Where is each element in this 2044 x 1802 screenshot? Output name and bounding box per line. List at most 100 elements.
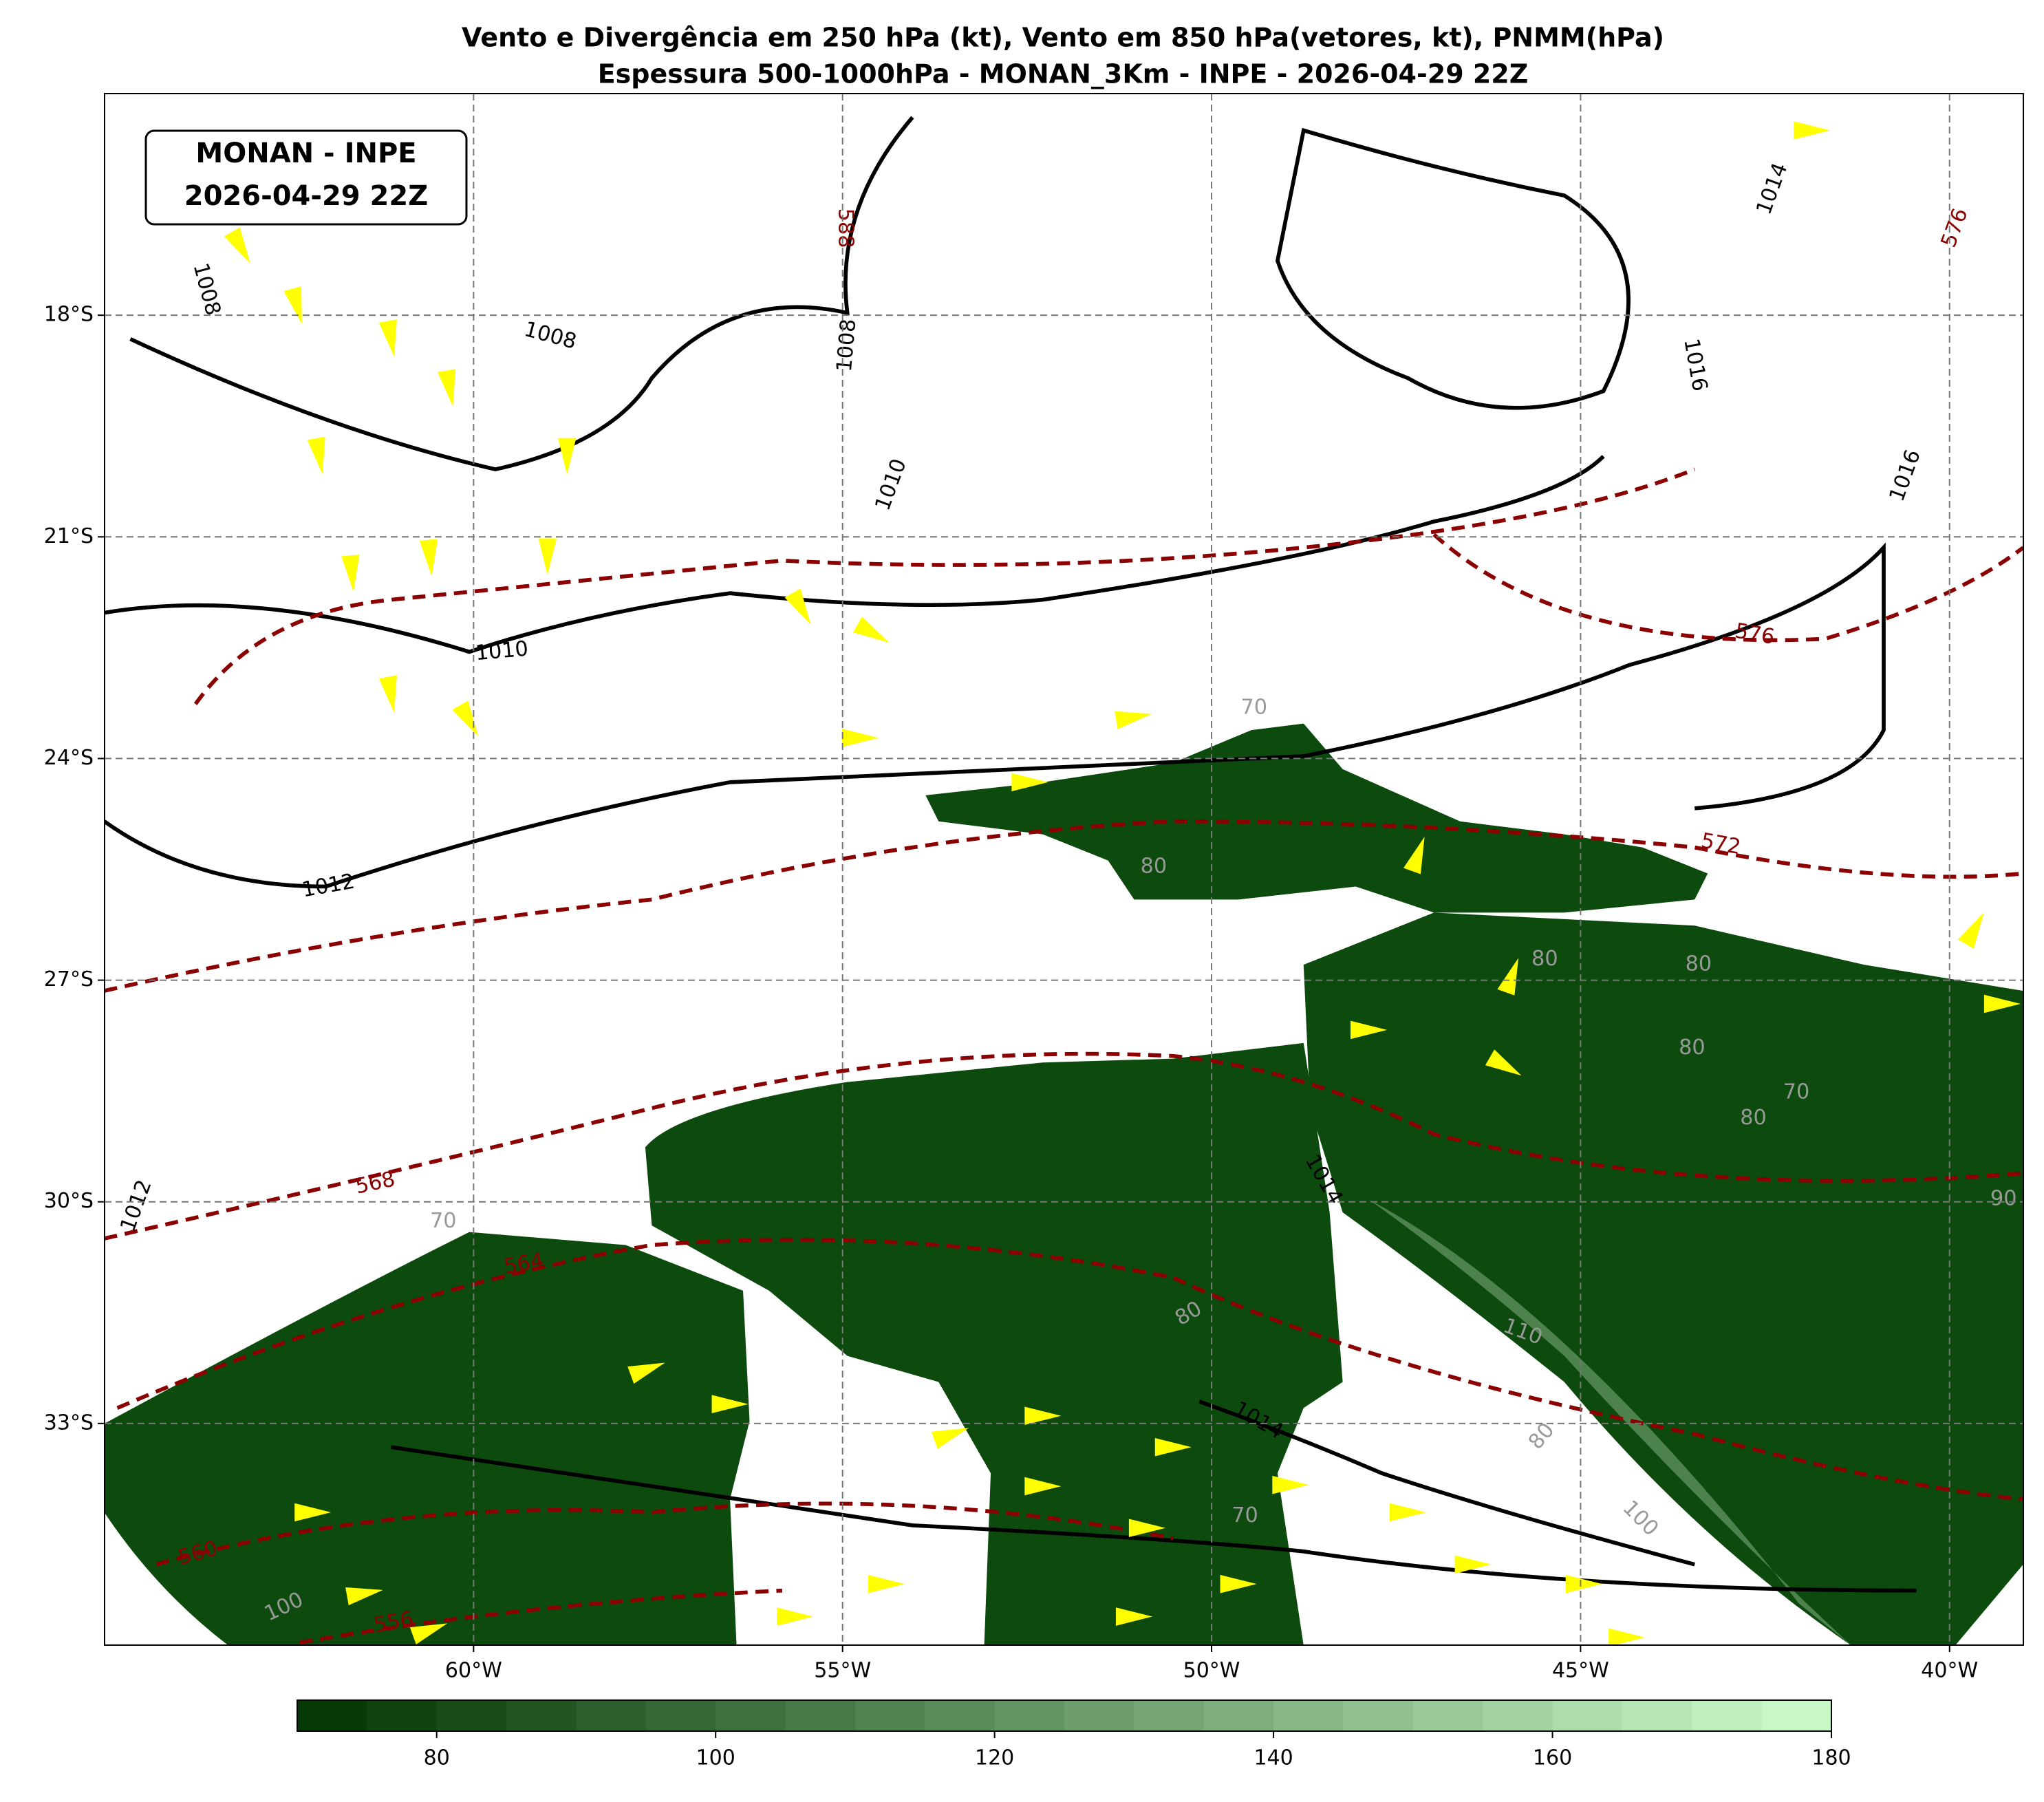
colorbar-segment bbox=[367, 1700, 438, 1731]
wind-vector bbox=[784, 588, 811, 625]
wind-vector bbox=[1389, 1503, 1426, 1522]
wind-contour-label: 70 bbox=[1241, 695, 1268, 719]
wind-contour-label: 80 bbox=[1141, 855, 1168, 879]
wind-vector bbox=[1957, 912, 1984, 949]
wind-core bbox=[1368, 1199, 1851, 1645]
wind-vector bbox=[378, 319, 397, 357]
colorbar-segment bbox=[1412, 1700, 1483, 1731]
pressure-contours bbox=[105, 116, 1917, 1593]
colorbar-segment bbox=[506, 1700, 577, 1731]
colorbar-segment bbox=[716, 1700, 786, 1731]
colorbar-segment bbox=[1273, 1700, 1344, 1731]
thickness-contour-label: 576 bbox=[1733, 619, 1776, 650]
colorbar-segment bbox=[297, 1700, 367, 1731]
colorbar-segment bbox=[1343, 1700, 1414, 1731]
wind-vector bbox=[378, 675, 397, 714]
wind-vector bbox=[868, 1574, 905, 1594]
wind-vector bbox=[307, 436, 325, 475]
legend-box bbox=[144, 129, 468, 226]
colorbar-segment bbox=[1761, 1700, 1832, 1731]
colorbar-segment bbox=[1483, 1700, 1553, 1731]
map-frame bbox=[104, 93, 2024, 1646]
x-tick-label: 50°W bbox=[1183, 1659, 1240, 1683]
legend-line-2: 2026-04-29 22Z bbox=[184, 180, 428, 212]
wind-vector bbox=[224, 227, 250, 264]
y-tick-label: 18°S bbox=[44, 303, 94, 327]
legend-line-1: MONAN - INPE bbox=[195, 138, 416, 169]
x-tick-label: 55°W bbox=[814, 1659, 871, 1683]
wind-shading bbox=[105, 1232, 750, 1645]
thickness-contour-label: 576 bbox=[1937, 205, 1973, 250]
pressure-contour-label: 1012 bbox=[300, 870, 356, 903]
wind-vector bbox=[452, 700, 479, 737]
wind-vector bbox=[345, 1587, 383, 1606]
wind-vector bbox=[1403, 837, 1425, 875]
colorbar-segment bbox=[854, 1700, 925, 1731]
colorbar-segment bbox=[1552, 1700, 1623, 1731]
wind-vector bbox=[931, 1428, 969, 1449]
wind-contour-label: 80 bbox=[1679, 1036, 1706, 1060]
y-tick-label: 21°S bbox=[44, 524, 94, 548]
wind-vector bbox=[538, 538, 557, 575]
colorbar-segment bbox=[925, 1700, 996, 1731]
wind-vector bbox=[1351, 1020, 1388, 1040]
pressure-contour-label: 1010 bbox=[474, 637, 529, 666]
thickness-contour-label: 568 bbox=[354, 1167, 398, 1199]
wind-vector bbox=[438, 369, 456, 407]
wind-vector bbox=[1024, 1477, 1062, 1496]
wind-vector bbox=[1220, 1574, 1257, 1594]
thickness-contour-label: 572 bbox=[1699, 829, 1743, 860]
wind-vector bbox=[1794, 121, 1831, 140]
wind-vector bbox=[1024, 1406, 1062, 1426]
pressure-contour-label: 1010 bbox=[870, 455, 911, 513]
colorbar-tick-label: 100 bbox=[696, 1746, 735, 1770]
thickness-contour-label: 588 bbox=[833, 208, 857, 248]
wind-contour-label: 100 bbox=[1618, 1496, 1664, 1541]
y-tick-label: 30°S bbox=[44, 1189, 94, 1213]
y-tick-label: 27°S bbox=[44, 967, 94, 991]
colorbar-segment bbox=[994, 1700, 1065, 1731]
pressure-contour-label: 1016 bbox=[1885, 447, 1926, 504]
wind-vector bbox=[1983, 994, 2021, 1013]
pressure-contour-label: 1008 bbox=[188, 261, 225, 319]
colorbar-segment bbox=[1064, 1700, 1134, 1731]
wind-vector bbox=[557, 438, 577, 475]
x-tick-label: 45°W bbox=[1552, 1659, 1609, 1683]
colorbar-segment bbox=[1692, 1700, 1763, 1731]
wind-vector bbox=[1011, 773, 1048, 792]
wind-vector bbox=[1128, 1519, 1165, 1537]
wind-vector bbox=[294, 1503, 332, 1522]
wind-vector bbox=[1115, 711, 1152, 729]
y-tick-label: 33°S bbox=[44, 1411, 94, 1435]
colorbar-segment bbox=[645, 1700, 716, 1731]
wind-vector bbox=[1454, 1555, 1492, 1574]
wind-vector bbox=[777, 1607, 814, 1626]
wind-vector bbox=[341, 555, 360, 592]
y-tick-label: 24°S bbox=[44, 746, 94, 770]
colorbar-tick-label: 120 bbox=[975, 1746, 1014, 1770]
wind-vector bbox=[1115, 1607, 1153, 1626]
colorbar-segment bbox=[576, 1700, 647, 1731]
wind-contour-label: 70 bbox=[1231, 1503, 1258, 1527]
colorbar-segment bbox=[1134, 1700, 1205, 1731]
wind-shading bbox=[1303, 912, 2023, 1645]
colorbar-frame bbox=[297, 1699, 1832, 1732]
wind-vector bbox=[1272, 1475, 1309, 1494]
wind-contour-label: 70 bbox=[430, 1209, 457, 1233]
wind-shading bbox=[925, 723, 1708, 913]
pressure-contour-label: 1008 bbox=[832, 318, 861, 373]
pressure-contour-label: 1016 bbox=[1679, 336, 1712, 393]
wind-vector bbox=[409, 1623, 448, 1645]
colorbar-tick-label: 80 bbox=[424, 1746, 450, 1770]
wind-vector bbox=[852, 616, 890, 643]
wind-contour-label: 80 bbox=[1531, 947, 1558, 971]
x-tick-label: 60°W bbox=[445, 1659, 502, 1683]
wind-contour-label: 80 bbox=[1686, 952, 1712, 976]
x-tick-label: 40°W bbox=[1921, 1659, 1978, 1683]
colorbar-segment bbox=[785, 1700, 856, 1731]
map-area: 1008100810081010101010121012101410141014… bbox=[105, 94, 2023, 1645]
colorbar-segment bbox=[436, 1700, 507, 1731]
colorbar-tick-label: 180 bbox=[1811, 1746, 1851, 1770]
thickness-contours bbox=[105, 467, 2023, 1645]
